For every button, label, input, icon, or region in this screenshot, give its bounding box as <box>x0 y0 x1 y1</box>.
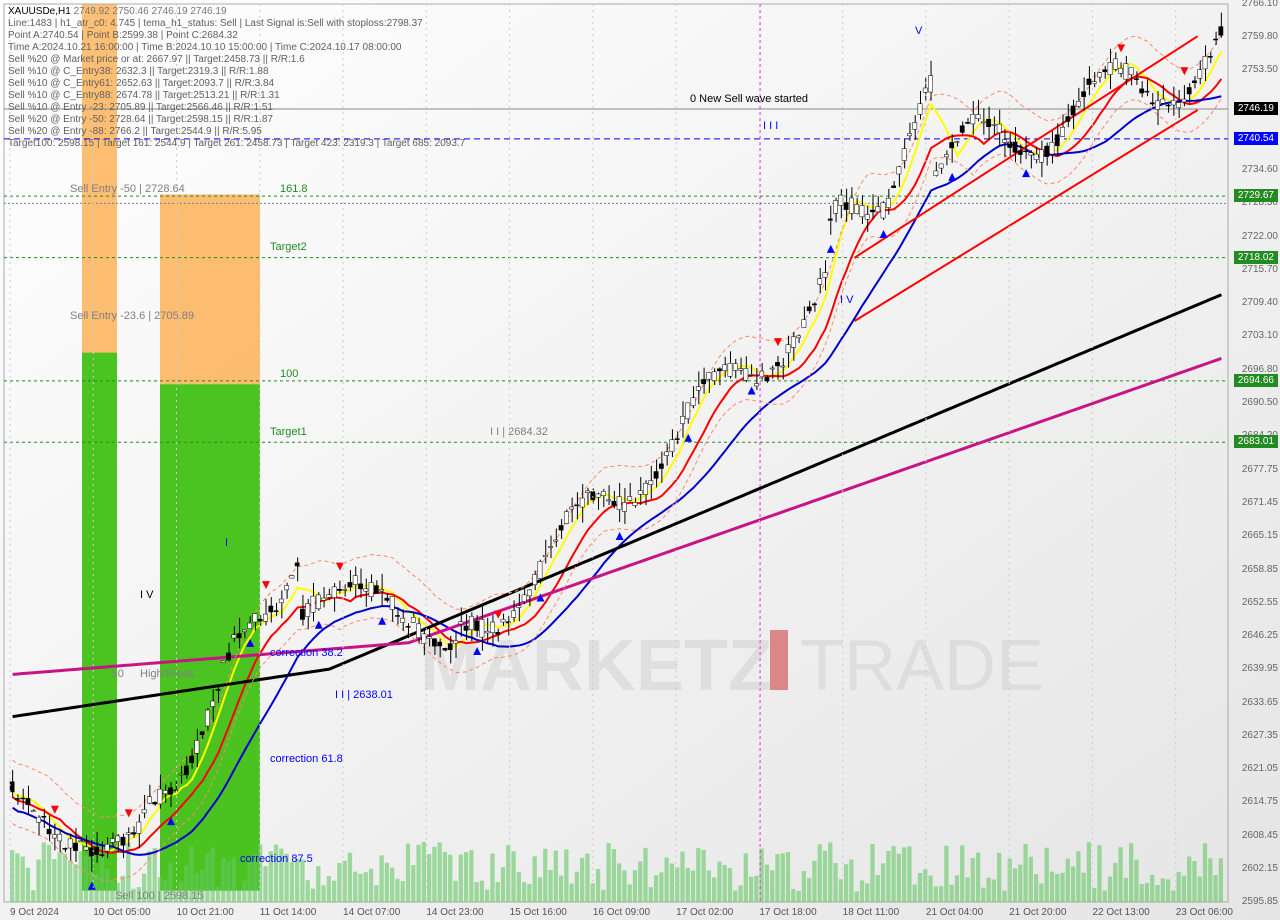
x-tick-label: 21 Oct 20:00 <box>1009 907 1066 918</box>
y-tick-label: 2734.60 <box>1242 164 1278 175</box>
y-tick-label: 2671.45 <box>1242 497 1278 508</box>
price-box: 2683.01 <box>1234 435 1278 448</box>
annotation-label: correction 61.8 <box>270 753 343 765</box>
y-tick-label: 2665.15 <box>1242 530 1278 541</box>
y-tick-label: 2639.95 <box>1242 663 1278 674</box>
y-tick-label: 2766.10 <box>1242 0 1278 9</box>
x-tick-label: 11 Oct 14:00 <box>260 907 317 918</box>
svg-text:TRADE: TRADE <box>800 626 1044 706</box>
annotation-label: 100 <box>280 368 298 380</box>
x-tick-label: 18 Oct 11:00 <box>843 907 900 918</box>
y-tick-label: 2703.10 <box>1242 330 1278 341</box>
y-tick-label: 2633.65 <box>1242 697 1278 708</box>
y-tick-label: 2690.50 <box>1242 397 1278 408</box>
x-tick-label: 17 Oct 18:00 <box>759 907 816 918</box>
price-box: 2740.54 <box>1234 132 1278 145</box>
annotation-label: I V <box>840 294 853 306</box>
price-box: 2729.67 <box>1234 189 1278 202</box>
x-tick-label: 14 Oct 23:00 <box>426 907 483 918</box>
annotation-label: I I I <box>763 120 778 132</box>
annotation-label: I V <box>140 589 153 601</box>
y-tick-label: 2614.75 <box>1242 796 1278 807</box>
x-tick-label: 17 Oct 02:00 <box>676 907 733 918</box>
price-box: 2746.19 <box>1234 102 1278 115</box>
x-tick-label: 10 Oct 05:00 <box>93 907 150 918</box>
y-tick-label: 2608.45 <box>1242 830 1278 841</box>
price-box: 2718.02 <box>1234 251 1278 264</box>
annotation-label: 161.8 <box>280 183 308 195</box>
x-tick-label: 14 Oct 07:00 <box>343 907 400 918</box>
x-tick-label: 10 Oct 21:00 <box>177 907 234 918</box>
annotation-label: Target2 <box>270 241 307 253</box>
y-tick-label: 2753.50 <box>1242 64 1278 75</box>
annotation-label: V <box>915 25 922 37</box>
x-tick-label: 23 Oct 06:00 <box>1176 907 1233 918</box>
annotation-label: 0 New Sell wave started <box>690 93 808 105</box>
annotation-label: I I | 2638.01 <box>335 689 393 701</box>
y-tick-label: 2621.05 <box>1242 763 1278 774</box>
x-tick-label: 15 Oct 16:00 <box>510 907 567 918</box>
annotation-label: I I | 2684.32 <box>490 426 548 438</box>
y-tick-label: 2715.70 <box>1242 264 1278 275</box>
annotation-label: Sell 100 | 2598.15 <box>115 890 203 902</box>
x-tick-label: 21 Oct 04:00 <box>926 907 983 918</box>
x-tick-label: 22 Oct 13:00 <box>1092 907 1149 918</box>
annotation-label: Sell Entry -50 | 2728.64 <box>70 183 185 195</box>
annotation-label: Target1 <box>270 426 307 438</box>
annotation-label: correction 87.5 <box>240 853 313 865</box>
price-box: 2694.66 <box>1234 374 1278 387</box>
annotation-label: -50 <box>108 668 124 680</box>
watermark: MARKETZ TRADE <box>420 626 1044 706</box>
x-tick-label: 16 Oct 09:00 <box>593 907 650 918</box>
y-tick-label: 2722.00 <box>1242 231 1278 242</box>
y-tick-label: 2646.25 <box>1242 630 1278 641</box>
y-tick-label: 2658.85 <box>1242 564 1278 575</box>
y-tick-label: 2652.55 <box>1242 597 1278 608</box>
annotation-label: I <box>225 537 228 549</box>
annotation-label: correction 38.2 <box>270 647 343 659</box>
annotation-label: Sell Entry -23.6 | 2705.89 <box>70 310 194 322</box>
y-tick-label: 2709.40 <box>1242 297 1278 308</box>
y-tick-label: 2759.80 <box>1242 31 1278 42</box>
y-tick-label: 2595.85 <box>1242 896 1278 907</box>
x-tick-label: 9 Oct 2024 <box>10 907 59 918</box>
y-tick-label: 2677.75 <box>1242 464 1278 475</box>
y-tick-label: 2602.15 <box>1242 863 1278 874</box>
y-tick-label: 2627.35 <box>1242 730 1278 741</box>
annotation-label: High/Break <box>140 668 194 680</box>
